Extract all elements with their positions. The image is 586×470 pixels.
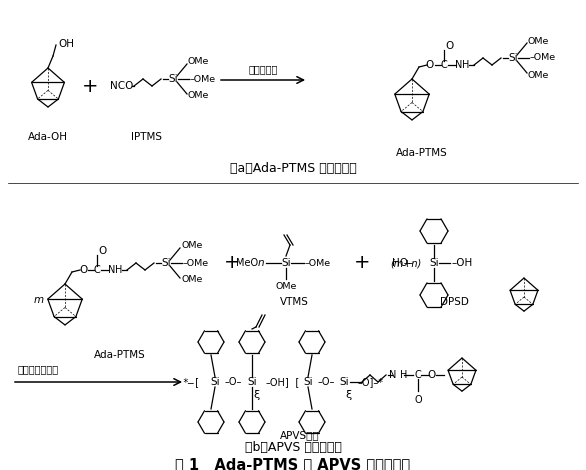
- Text: m: m: [34, 295, 44, 305]
- Text: Si: Si: [508, 53, 518, 63]
- Text: （b）APVS 树脂的合成: （b）APVS 树脂的合成: [244, 441, 342, 454]
- Text: O: O: [445, 41, 453, 51]
- Text: +: +: [224, 253, 240, 273]
- Text: Si: Si: [429, 258, 439, 268]
- Text: N: N: [108, 265, 115, 275]
- Text: OMe: OMe: [188, 57, 209, 66]
- Text: O: O: [414, 395, 422, 405]
- Text: [: [: [294, 377, 300, 387]
- Text: *–[: *–[: [182, 377, 200, 387]
- Text: OH: OH: [58, 39, 74, 49]
- Text: OMe: OMe: [528, 37, 550, 46]
- Text: H: H: [115, 265, 122, 275]
- Text: ξ: ξ: [345, 390, 351, 400]
- Text: –OH: –OH: [451, 258, 472, 268]
- Text: C: C: [94, 265, 100, 275]
- Text: Si: Si: [210, 377, 220, 387]
- Text: H: H: [462, 60, 469, 70]
- Text: IPTMS: IPTMS: [131, 132, 162, 142]
- Text: C: C: [441, 60, 447, 70]
- Text: DPSD: DPSD: [440, 297, 468, 307]
- Text: +: +: [354, 253, 370, 273]
- Text: n: n: [257, 258, 264, 268]
- Text: –OMe: –OMe: [183, 258, 209, 267]
- Text: 一水合氢氧化钡: 一水合氢氧化钡: [18, 364, 59, 374]
- Text: Ada-OH: Ada-OH: [28, 132, 68, 142]
- Text: –O–: –O–: [225, 377, 242, 387]
- Text: HO–: HO–: [392, 258, 413, 268]
- Text: O: O: [426, 60, 434, 70]
- Text: O: O: [98, 246, 106, 256]
- Text: O: O: [428, 370, 436, 380]
- Text: –OH]: –OH]: [266, 377, 289, 387]
- Text: Si: Si: [339, 377, 349, 387]
- Text: –OMe: –OMe: [190, 75, 216, 84]
- Text: OMe: OMe: [188, 92, 209, 101]
- Text: 图 1   Ada-PTMS 和 APVS 树脂的合成: 图 1 Ada-PTMS 和 APVS 树脂的合成: [175, 457, 411, 470]
- Text: Ada-PTMS: Ada-PTMS: [94, 350, 146, 360]
- Text: Ada-PTMS: Ada-PTMS: [396, 148, 448, 158]
- Text: ξ: ξ: [253, 390, 259, 400]
- Text: Si: Si: [303, 377, 313, 387]
- Text: H: H: [400, 370, 407, 380]
- Text: –OMe: –OMe: [530, 54, 556, 63]
- Text: O: O: [79, 265, 87, 275]
- Text: OMe: OMe: [528, 70, 550, 79]
- Text: OMe: OMe: [181, 275, 202, 284]
- Text: –O]–*: –O]–*: [358, 377, 384, 387]
- Text: VTMS: VTMS: [280, 297, 308, 307]
- Text: Si: Si: [281, 258, 291, 268]
- Text: APVS树脂: APVS树脂: [280, 430, 320, 440]
- Text: –OMe: –OMe: [305, 258, 331, 267]
- Text: +: +: [82, 77, 98, 95]
- Text: Si: Si: [247, 377, 257, 387]
- Text: (m+n): (m+n): [390, 258, 421, 268]
- Text: N: N: [455, 60, 462, 70]
- Text: OMe: OMe: [181, 242, 202, 251]
- Text: Si: Si: [161, 258, 171, 268]
- Text: 异辛酸亚锡: 异辛酸亚锡: [248, 64, 278, 74]
- Text: –O–: –O–: [317, 377, 335, 387]
- Text: OMe: OMe: [275, 282, 297, 291]
- Text: Si: Si: [168, 74, 178, 84]
- Text: N: N: [389, 370, 397, 380]
- Text: （a）Ada-PTMS 树脂的合成: （a）Ada-PTMS 树脂的合成: [230, 162, 356, 175]
- Text: MeO: MeO: [236, 258, 258, 268]
- Text: NCO: NCO: [110, 81, 134, 91]
- Text: C: C: [415, 370, 421, 380]
